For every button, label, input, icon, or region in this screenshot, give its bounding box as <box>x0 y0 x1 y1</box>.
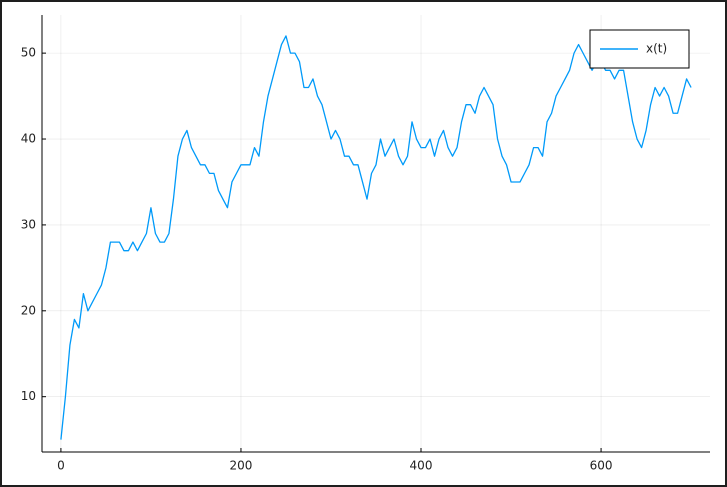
x-tick-label: 400 <box>410 459 433 473</box>
y-tick-label: 30 <box>21 217 36 231</box>
y-tick-label: 20 <box>21 303 36 317</box>
data-line <box>60 35 692 440</box>
y-tick-label: 10 <box>21 389 36 403</box>
y-tick-label: 40 <box>21 132 36 146</box>
x-tick-label: 0 <box>57 459 65 473</box>
x-tick-label: 200 <box>230 459 253 473</box>
legend: x(t) <box>589 29 690 69</box>
x-tick-label: 600 <box>590 459 613 473</box>
y-tick-label: 50 <box>21 46 36 60</box>
legend-label: x(t) <box>646 42 667 56</box>
